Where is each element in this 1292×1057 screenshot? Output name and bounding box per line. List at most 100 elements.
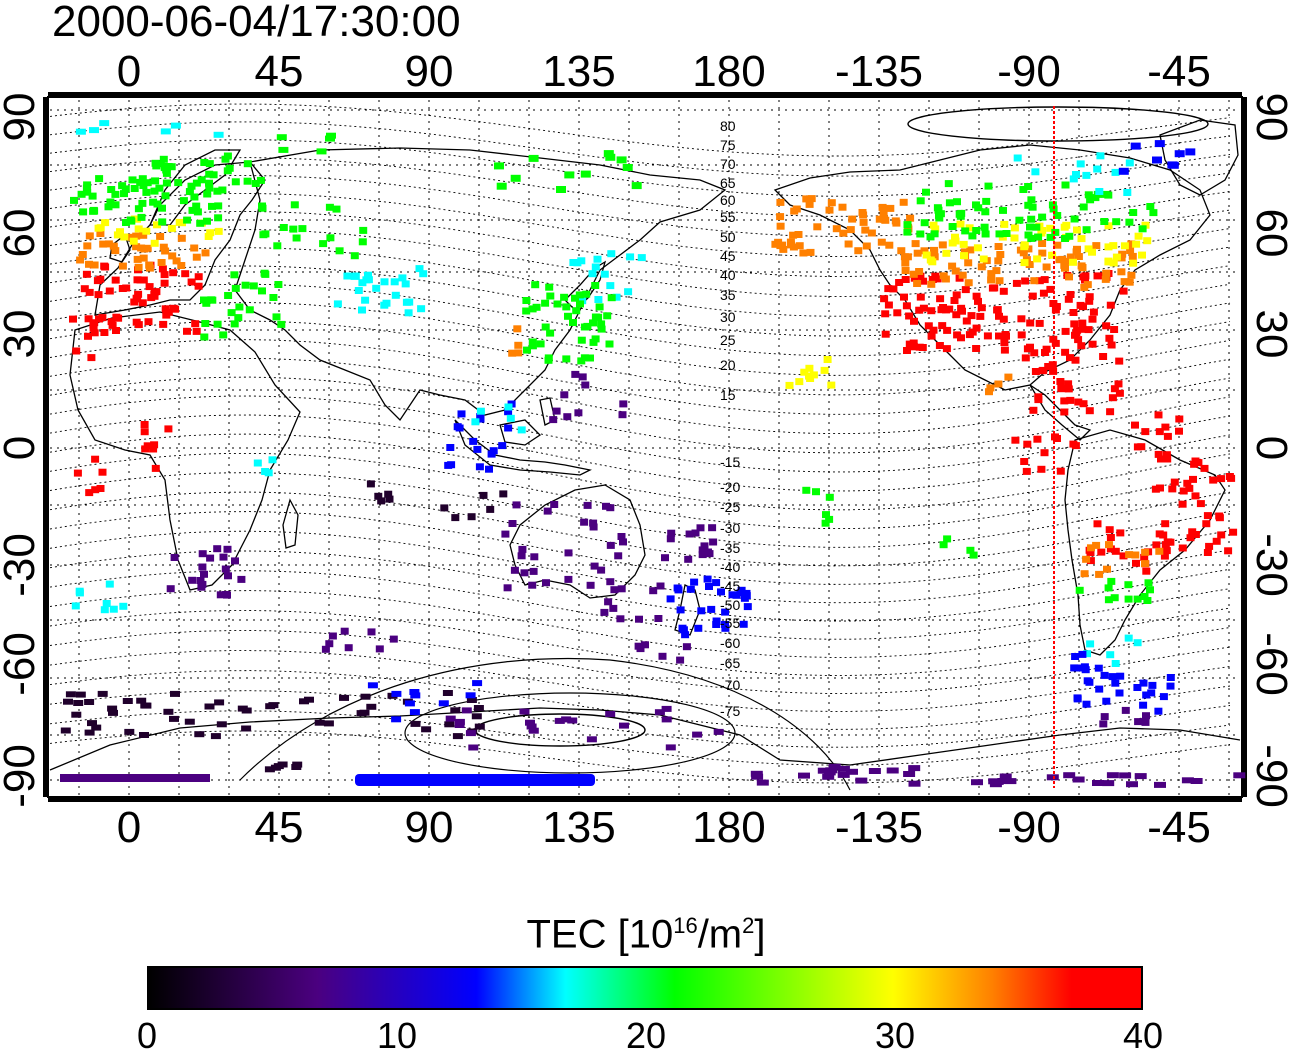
tec-cell [1085,297,1094,305]
tec-cell [269,294,278,301]
tec-cell [1183,479,1192,487]
tec-cell [1178,500,1187,508]
tec-cell [1163,538,1172,546]
tec-cell [1105,526,1114,534]
tec-cell [1039,366,1048,374]
tec-cell [1141,548,1150,556]
tec-cell [1058,385,1067,393]
tec-cell [128,176,137,184]
tec-cell [862,242,871,250]
tec-cell [562,303,571,311]
tec-cell [170,122,181,129]
tec-cell [209,171,218,179]
tec-cell [1049,335,1058,343]
tec-cell [665,744,676,751]
lat-left-label: -90 [0,744,44,808]
tec-cell [208,202,216,210]
tec-cell [132,294,141,302]
tec-cell [63,698,73,705]
lat-left-label: 60 [0,209,44,258]
tec-cell [968,328,977,336]
tec-cell [1154,411,1163,419]
tec-cell [340,627,349,635]
tec-cell [476,407,485,415]
tec-cell [1088,340,1097,348]
lon-top-label: 90 [405,47,454,96]
tec-cell [563,413,572,421]
tec-cell [1127,240,1136,248]
tec-cell [617,585,626,593]
contour-label: 55 [720,209,736,225]
tec-cell [809,371,818,379]
tec-cell [1106,545,1115,553]
tec-cell [1072,776,1085,783]
tec-cell [194,273,203,281]
tec-cell [938,241,947,249]
tec-cell [107,318,116,326]
tec-cell [1205,542,1214,550]
tec-cell [71,602,80,610]
tec-cell [1078,325,1087,333]
tec-cell [929,326,938,334]
tec-cell [219,331,228,339]
tec-cell [571,294,579,302]
tec-cell [205,184,214,192]
tec-cell [1027,215,1036,223]
tec-cell [992,267,1001,275]
tec-cell [520,569,529,577]
tec-cell [292,234,301,242]
tec-cell [230,271,239,279]
tec-cell [805,200,814,208]
tec-cell [105,287,114,295]
mag-contour-line [49,530,1231,604]
tec-cell [1101,190,1110,198]
tec-cell [1066,354,1074,362]
tec-cell [717,588,725,596]
tec-cell [139,254,148,262]
tec-cell [1102,269,1111,277]
tec-cell [1060,408,1069,416]
tec-cell [654,709,665,716]
tec-cell [96,230,105,237]
tec-cell [374,492,383,500]
tec-cell [1056,467,1065,475]
tec-cell [1079,273,1088,281]
tec-cell [965,224,974,232]
lon-bottom-label: -45 [1147,803,1211,852]
contour-label: 45 [720,248,736,264]
tec-cell [1119,287,1128,295]
tec-cell [1149,209,1158,217]
tec-cell [319,240,328,248]
tec-cell [404,309,413,317]
tec-cell [1119,772,1132,779]
tec-cell [1071,356,1080,364]
tec-cell [1128,252,1137,260]
tec-cell [779,245,788,253]
contour-label: 70 [720,156,736,172]
tec-cell [661,705,672,712]
tec-cell [1078,650,1087,658]
tec-cell [825,493,834,501]
tec-cell [366,480,375,488]
tec-cell [915,306,924,314]
tec-cell [931,225,940,233]
tec-cell [546,329,555,337]
tec-cell [861,226,870,234]
tec-cell [972,227,981,234]
tec-cell [274,281,283,288]
tec-cell [969,551,978,559]
tec-cell [1035,319,1044,327]
tec-cell [107,186,116,193]
tec-cell [901,259,910,267]
tec-cell [237,575,246,583]
tec-cell [452,733,463,740]
tec-cell [944,180,953,188]
tec-cell [522,307,531,315]
mag-contour-line [49,376,1231,454]
tec-cell [606,541,615,549]
tec-cell [776,213,785,221]
tec-cell [802,486,811,494]
tec-cell [1108,394,1117,402]
tec-cell [298,225,307,233]
tec-cell [776,242,785,250]
